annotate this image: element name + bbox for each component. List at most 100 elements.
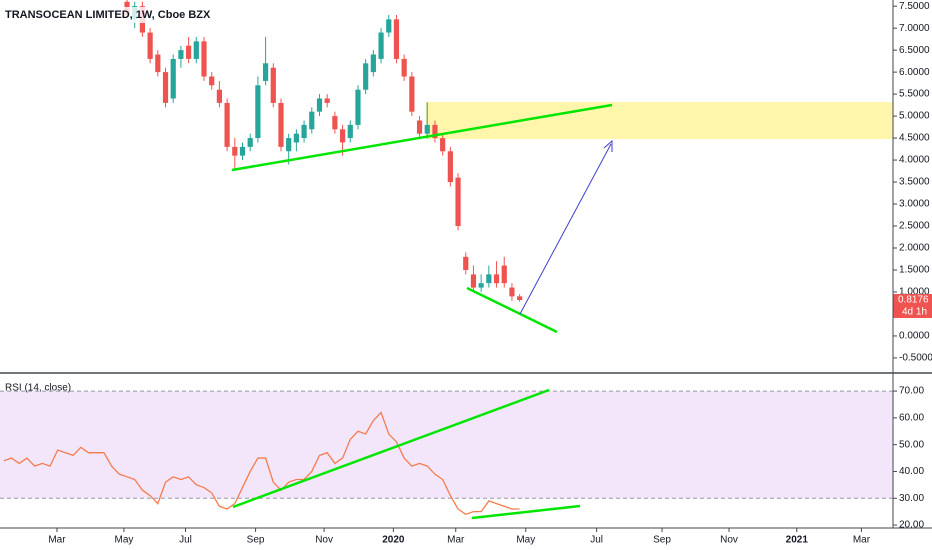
candle-body [470, 274, 477, 288]
candle-body [216, 89, 223, 103]
y-tick-label: 20.00 [899, 520, 924, 531]
x-tick-label: 2021 [786, 535, 809, 546]
countdown-tag [893, 305, 932, 318]
trend-line [471, 504, 581, 520]
candle-body [432, 124, 438, 139]
x-tick-label: Jul [590, 535, 603, 546]
arrow-head [603, 139, 613, 152]
candle-body [155, 54, 161, 73]
candle-body [324, 98, 330, 103]
candle-body [378, 32, 384, 59]
candle-body [440, 138, 446, 152]
y-tick-label: 3.5000 [899, 177, 930, 188]
candle-body [332, 116, 338, 130]
last-price-label: 0.8176 [898, 295, 929, 306]
y-tick-label: 6.0000 [899, 67, 930, 78]
candle-body [270, 67, 276, 103]
candle-body [370, 54, 376, 73]
x-tick-label: May [114, 535, 133, 546]
last-price-tag [893, 293, 932, 306]
x-tick-label: Nov [720, 535, 738, 546]
candle-body [447, 151, 453, 183]
candle-body [509, 287, 515, 297]
candle-body [486, 274, 492, 284]
y-tick-label: 2.0000 [899, 243, 930, 254]
y-tick-label: 0.0000 [899, 331, 930, 342]
y-tick-label: 7.0000 [899, 23, 930, 34]
candle-body [363, 63, 369, 90]
candle-body [193, 41, 199, 59]
y-tick-label: 1.0000 [899, 287, 930, 298]
candle-body [416, 120, 423, 134]
y-tick-label: 4.0000 [899, 155, 930, 166]
x-tick-label: Mar [48, 535, 66, 546]
candle-body [239, 146, 246, 156]
candle-body [386, 19, 392, 33]
y-tick-label: 60.00 [899, 413, 924, 424]
marks: -0.50000.00000.50001.00001.50002.00002.5… [3, 0, 932, 546]
candle-body [409, 76, 415, 112]
candle-body [463, 256, 469, 270]
rsi-line [3, 411, 520, 516]
candle-body [209, 76, 215, 86]
candle-body [247, 138, 253, 147]
candle-body [170, 58, 176, 99]
y-tick-label: 70.00 [899, 386, 924, 397]
drawings-under [0, 102, 893, 499]
x-tick-label: Mar [447, 535, 465, 546]
y-tick-label: 50.00 [899, 439, 924, 450]
candle-body [355, 89, 361, 125]
supply-zone [427, 102, 893, 139]
y-tick-label: 5.5000 [899, 89, 930, 100]
x-tick-label: Nov [315, 535, 333, 546]
candle-body [309, 111, 315, 130]
candle-body [301, 124, 307, 139]
x-tick-label: Mar [853, 535, 871, 546]
candle-body [455, 177, 461, 227]
countdown-label: 4d 1h [902, 307, 927, 318]
candle-body [232, 146, 238, 156]
y-tick-label: 30.00 [899, 493, 924, 504]
trend-line [231, 103, 613, 172]
candle-body [517, 296, 523, 300]
candle-body [178, 50, 184, 59]
rsi-band [0, 391, 893, 499]
candle-body [278, 102, 284, 147]
y-tick-label: 40.00 [899, 466, 924, 477]
y-tick-label: 2.5000 [899, 221, 930, 232]
candle-body [147, 32, 153, 59]
y-tick-label: -0.5000 [899, 353, 932, 364]
y-tick-label: 1.5000 [899, 265, 930, 276]
drawings [231, 103, 613, 520]
x-tick-label: 2020 [382, 535, 405, 546]
y-tick-label: 6.5000 [899, 45, 930, 56]
candle-body [293, 133, 299, 143]
trend-line [232, 388, 550, 509]
candle-body [347, 124, 353, 139]
candle-body [501, 265, 507, 284]
indicator-title: RSI (14, close) [5, 383, 71, 394]
candle-body [186, 45, 192, 59]
candle-body [424, 124, 430, 134]
candle-body [393, 19, 400, 59]
candle-body [262, 63, 269, 81]
candle-body [493, 274, 500, 284]
x-tick-label: Sep [653, 535, 671, 546]
x-tick-label: May [516, 535, 535, 546]
candle-body [286, 138, 292, 152]
y-tick-label: 3.0000 [899, 199, 930, 210]
candle-body [162, 72, 169, 103]
x-tick-label: Sep [247, 535, 265, 546]
candle-body [201, 41, 207, 77]
candle-body [255, 85, 261, 139]
y-tick-label: 4.5000 [899, 133, 930, 144]
y-tick-label: 7.5000 [899, 1, 930, 12]
y-tick-label: 5.0000 [899, 111, 930, 122]
x-tick-label: Jul [179, 535, 192, 546]
candle-body [339, 129, 346, 143]
candle-body [401, 58, 407, 77]
candle-body [478, 283, 484, 288]
candle-body [316, 98, 323, 112]
trend-line [466, 286, 558, 334]
